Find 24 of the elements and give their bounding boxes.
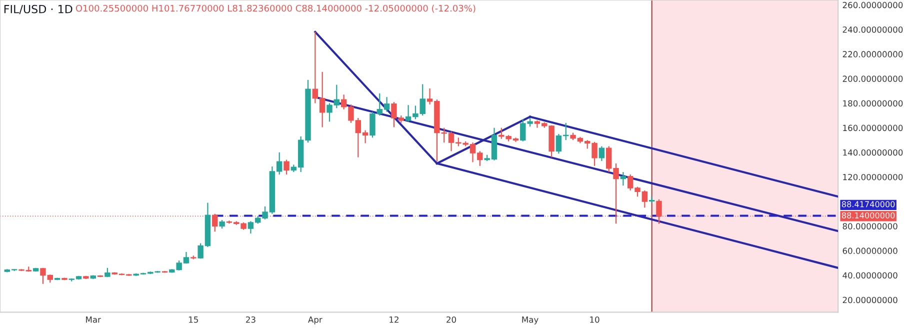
data-label: 88.41740000 xyxy=(842,201,895,208)
x-tick-label: 15 xyxy=(189,316,198,323)
y-tick-label: 20.00000000 xyxy=(842,296,898,304)
y-tick-label: 120.00000000 xyxy=(843,174,903,180)
y-tick-label: 140.00000000 xyxy=(843,149,903,156)
ref-line-label: 88.14000000 xyxy=(842,212,895,218)
y-tick-label: 80.00000000 xyxy=(842,223,898,230)
chart-subtitle: O100.25500000 H101.76770000 L81.82360000 C88.14000000 -12.05000000 (-12.03%) xyxy=(76,4,476,13)
y-tick-label: 240.00000000 xyxy=(842,26,903,33)
x-tick-label: Apr xyxy=(308,316,322,324)
y-tick-label: 60.00000000 xyxy=(842,248,898,254)
y-tick-label: 260.00000000 xyxy=(842,2,903,8)
x-tick-label: 10 xyxy=(590,316,600,323)
y-tick-label: 40.00000000 xyxy=(842,272,898,279)
x-tick-label: 23 xyxy=(246,316,256,323)
x-tick-label: 20 xyxy=(446,316,456,323)
y-tick-label: 200.00000000 xyxy=(842,76,903,82)
x-tick-label: May xyxy=(522,316,538,324)
x-tick-label: Mar xyxy=(86,316,101,323)
x-tick-label: 12 xyxy=(390,316,398,323)
y-tick-label: 160.00000000 xyxy=(843,124,903,132)
y-tick-label: 220.00000000 xyxy=(842,51,903,58)
chart-title: FIL/USD · 1D xyxy=(4,4,72,14)
y-tick-label: 180.00000000 xyxy=(843,100,903,107)
